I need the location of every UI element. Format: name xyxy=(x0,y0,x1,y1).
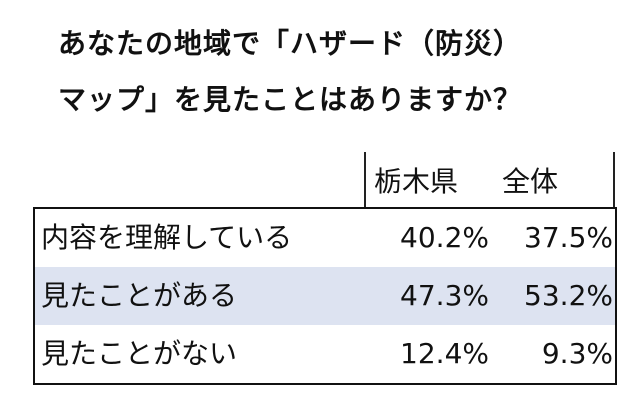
cell-value: 53.2% xyxy=(524,279,613,312)
table: 内容を理解している 40.2% 37.5% 見たことがある 47.3% 53.2% 見たこと… xyxy=(33,207,617,385)
row-label: 内容を理解している xyxy=(41,221,293,254)
row-label: 見たことがある xyxy=(41,279,238,312)
cell-value: 47.3% xyxy=(400,279,489,312)
table-row: 見たことがない 12.4% 9.3% xyxy=(35,325,615,383)
divider xyxy=(613,152,615,208)
cell-value: 40.2% xyxy=(400,221,489,254)
title-line: マップ」を見たことはありますか？ xyxy=(58,83,523,116)
row-label: 見たことがない xyxy=(41,337,238,370)
divider xyxy=(364,152,366,208)
title-line: あなたの地域で「ハザード（防災） xyxy=(58,27,523,60)
table-row: 内容を理解している 40.2% 37.5% xyxy=(35,209,615,267)
table-row: 見たことがある 47.3% 53.2% xyxy=(35,267,615,325)
cell-value: 9.3% xyxy=(541,337,613,370)
column-header: 全体 xyxy=(502,165,559,198)
column-header: 栃木県 xyxy=(374,165,459,198)
cell-value: 12.4% xyxy=(400,337,489,370)
cell-value: 37.5% xyxy=(524,221,613,254)
